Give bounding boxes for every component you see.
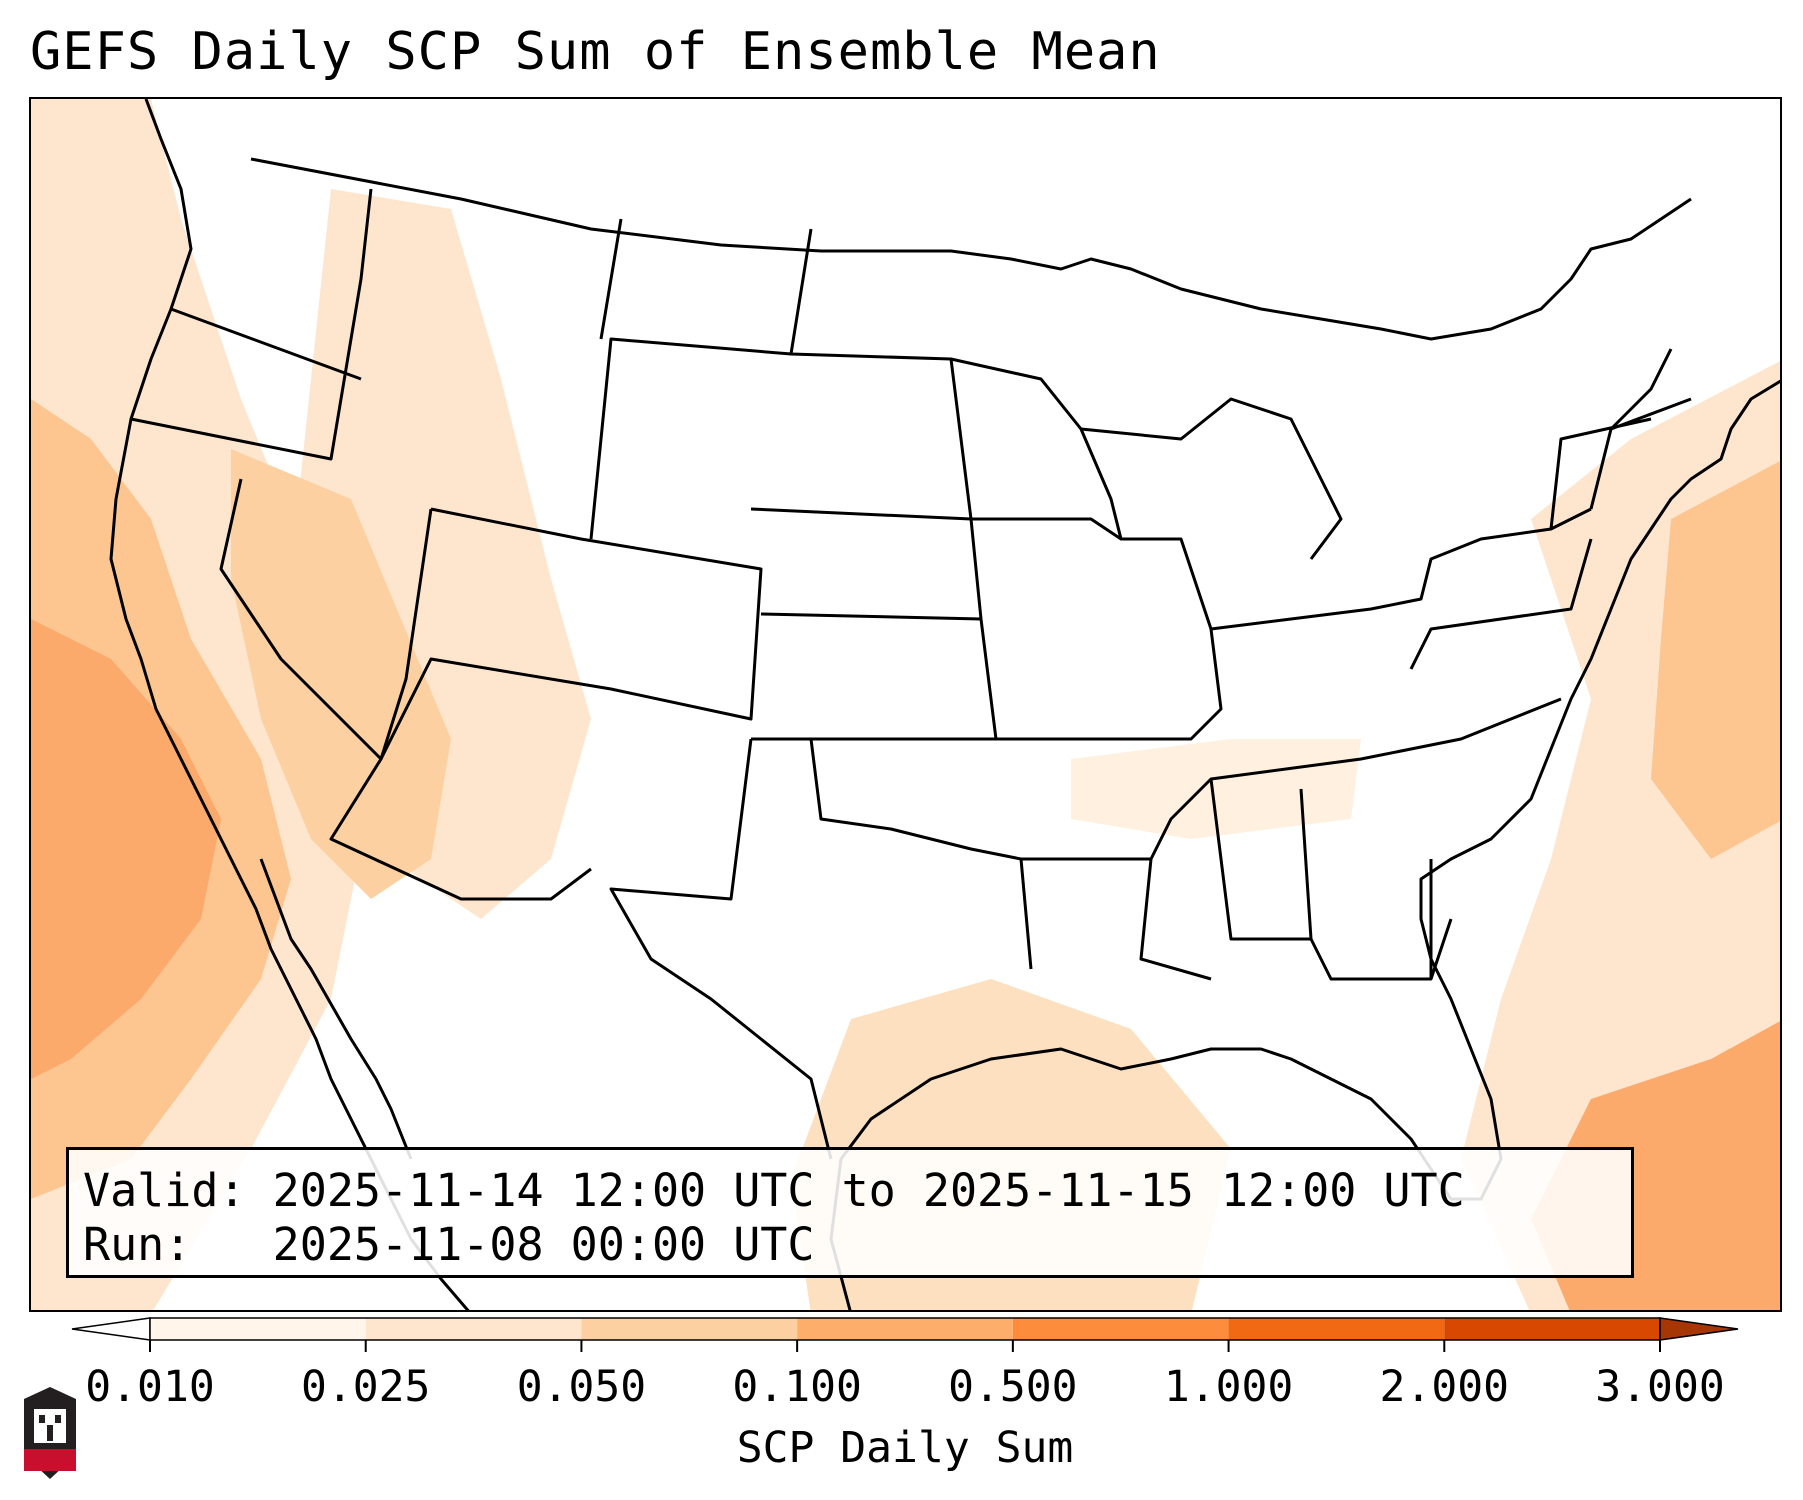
north-american-coastline [109,99,470,1310]
nevada-border [219,478,433,761]
great-lakes-border [1080,397,1592,631]
valid-time-text: Valid: 2025-11-14 12:00 UTC to 2025-11-1… [83,1164,1465,1217]
scp-shading [31,99,1780,1310]
offshore-shading-strong [31,619,221,1079]
valid-run-info-box: Valid: 2025-11-14 12:00 UTC to 2025-11-1… [66,1147,1634,1278]
colorbar-segment [581,1318,798,1340]
colorbar-outline [149,1317,1661,1341]
canada-us-border [250,157,1692,341]
colorbar-segment [150,1318,366,1340]
gulf-coast [829,379,1780,1310]
colorbar-tick-label: 0.025 [300,1362,431,1412]
colorbar-tick-label: 2.000 [1379,1362,1510,1412]
colorbar-label: SCP Daily Sum [736,1423,1074,1473]
colorbar [71,1317,1739,1352]
colorbar-tick-label: 0.010 [85,1362,215,1412]
baja-coast [259,858,413,1160]
northeast-border [1409,348,1692,670]
niu-logo [24,1387,76,1479]
colorbar-segment [797,1318,1013,1340]
colorbar-tick-label: 0.050 [516,1362,647,1412]
oregon-idaho-border [170,307,362,381]
tennessee-valley-shading [1071,739,1361,839]
pacific-states-border [130,188,373,461]
colorbar-segment [1012,1318,1229,1340]
map-panel [29,97,1782,1312]
logo-banner [24,1449,76,1471]
southeast-border [1021,697,1562,981]
colorbar-tick-label: 3.000 [1595,1362,1725,1412]
colorbar-extend-high [1659,1317,1739,1341]
plains-border [589,218,998,741]
colorbar-segment [365,1318,582,1340]
colorbar-tick-label: 0.500 [948,1362,1078,1412]
colorbar-segments [71,1317,1739,1341]
colorbar-segment [1228,1318,1445,1340]
colorbar-ticks [149,1340,1661,1352]
scp-map [31,99,1780,1310]
southwest-shading [231,449,451,899]
atlantic-shading [1651,461,1780,859]
run-time-text: Run: 2025-11-08 00:00 UTC [83,1218,815,1271]
colorbar-segment [1444,1318,1660,1340]
state-borders [109,99,1780,1310]
colorbar-tick-label: 1.000 [1163,1362,1294,1412]
four-corners-border [329,507,763,901]
colorbar-tick-label: 0.100 [732,1362,862,1412]
map-title: GEFS Daily SCP Sum of Ensemble Mean [30,22,1161,82]
midwest-border [950,357,1223,741]
colorbar-extend-low [71,1317,151,1341]
